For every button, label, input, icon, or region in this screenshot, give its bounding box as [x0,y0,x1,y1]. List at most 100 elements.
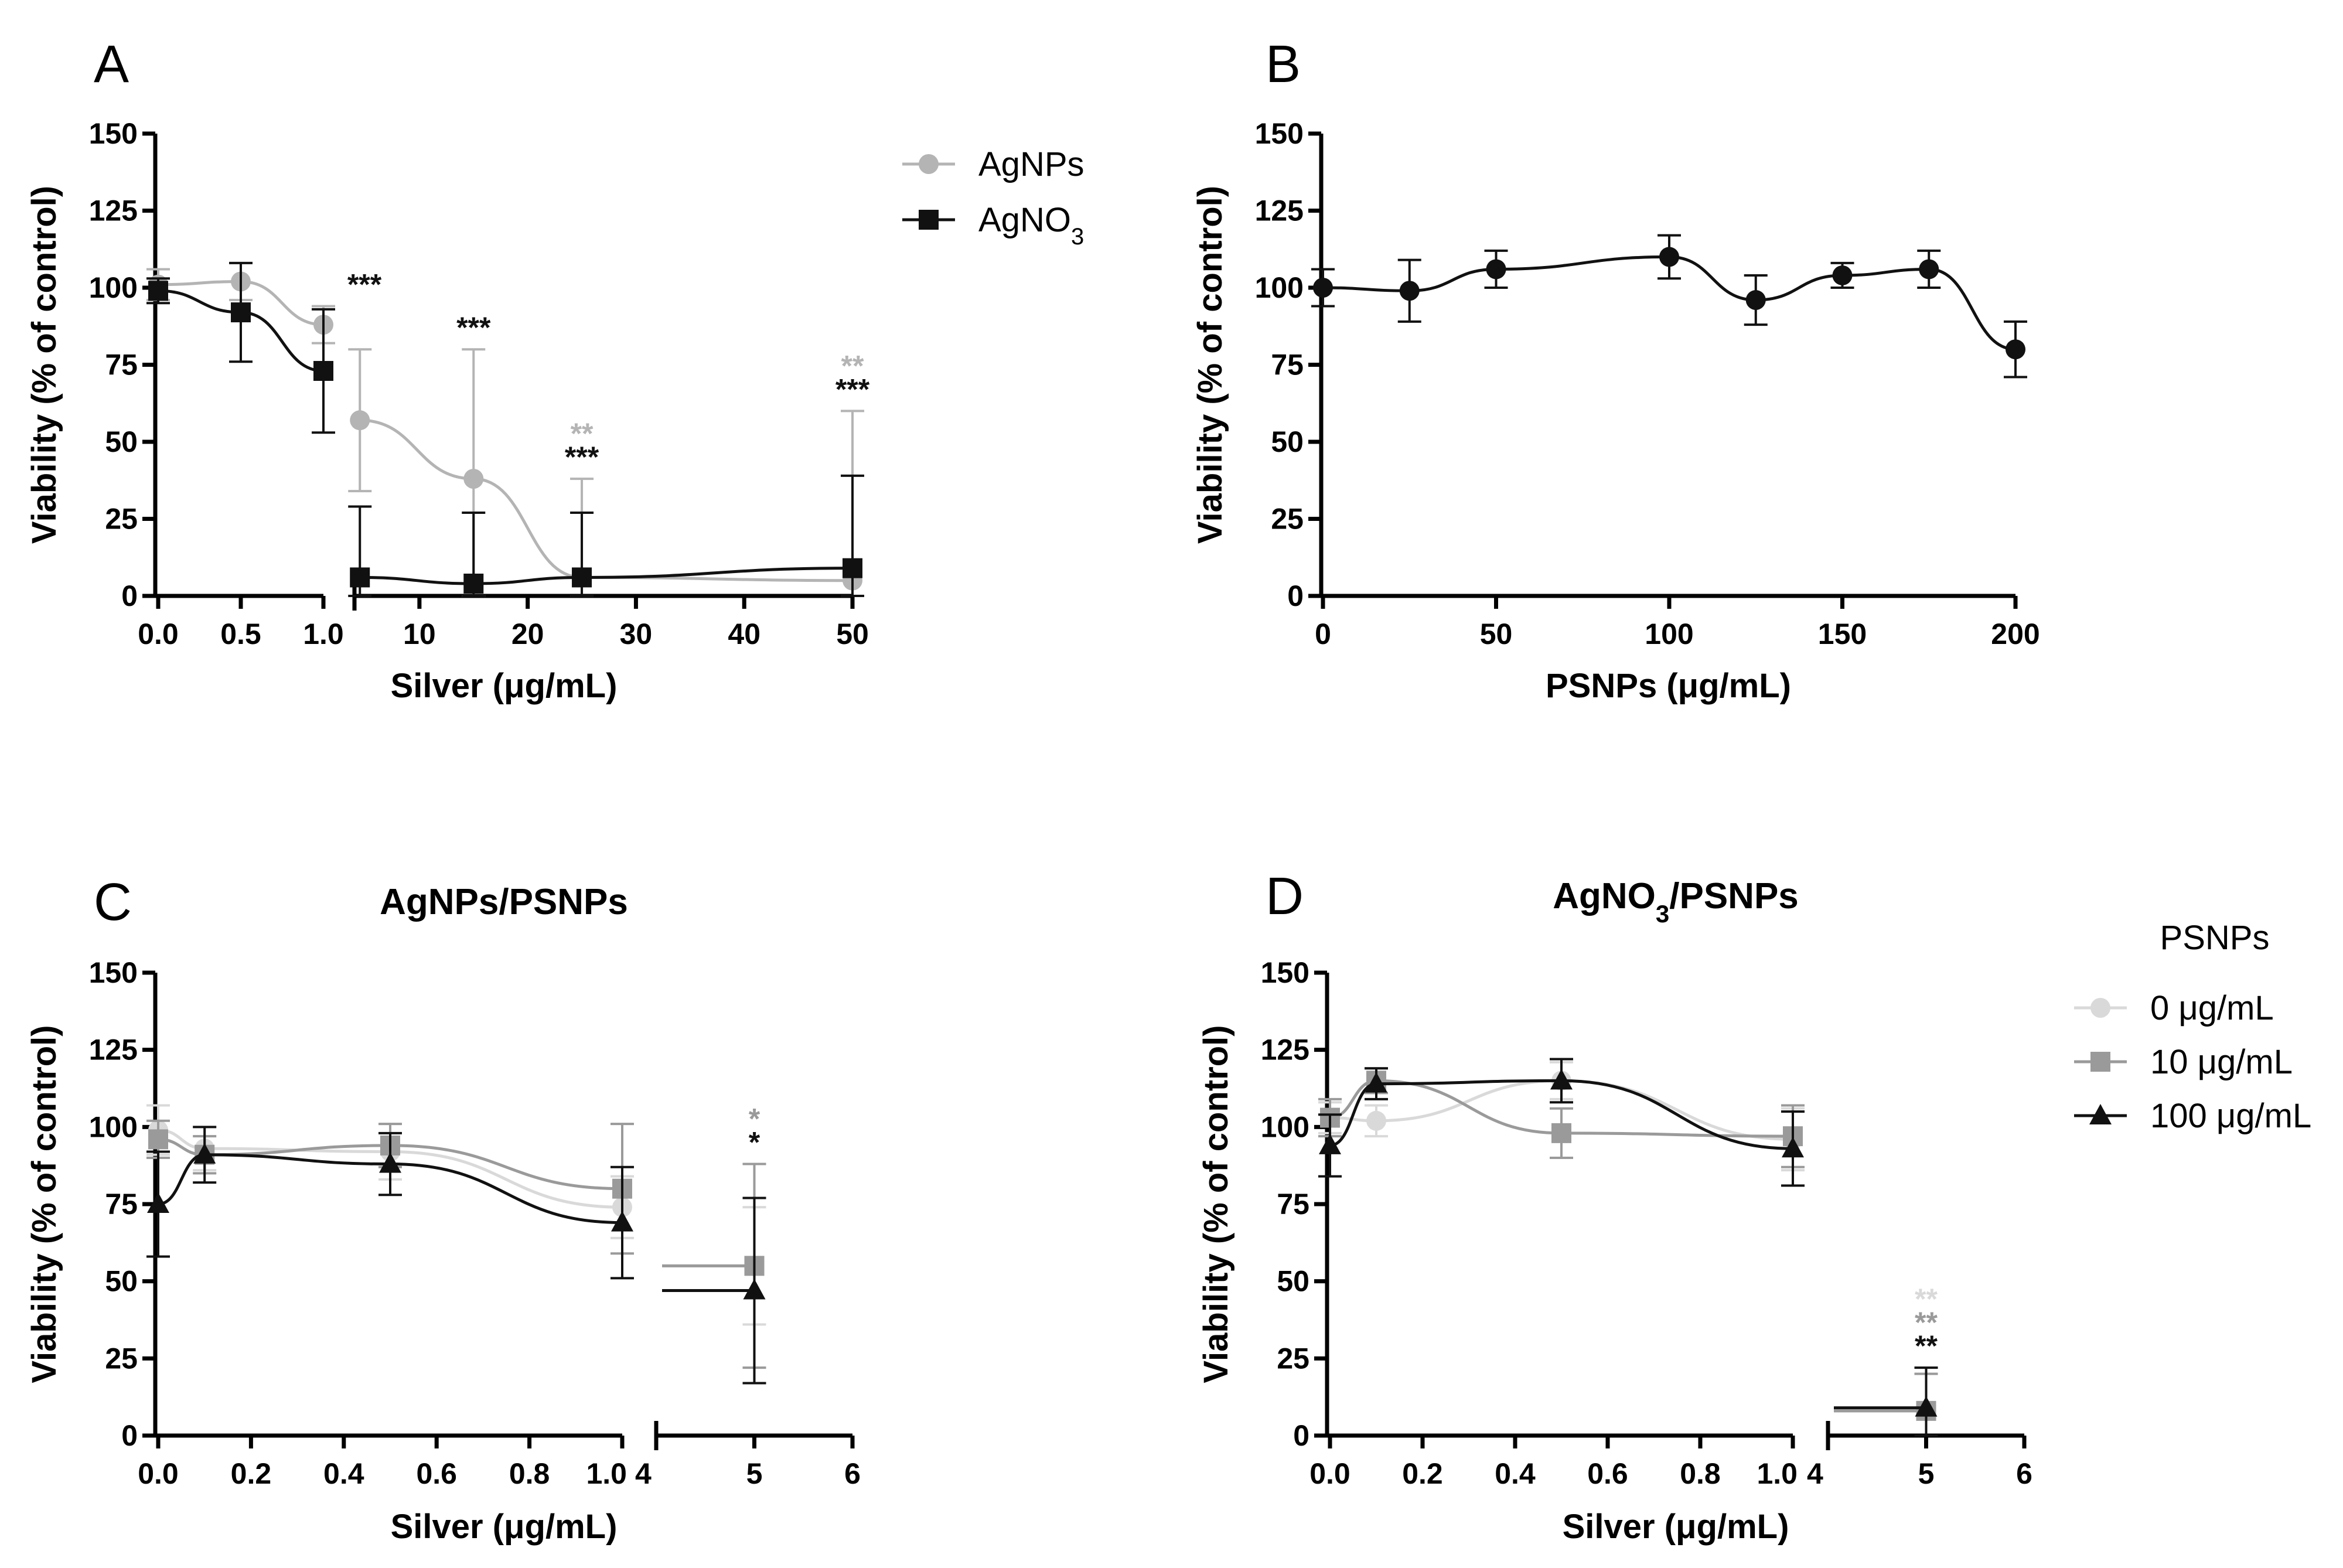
panel-c-y-label: Viability (% of control) [25,1025,63,1383]
panel-b-ytick-label: 150 [1255,117,1304,150]
panel-d-x-label-part: Silver ( [1563,1508,1676,1546]
panel-c-data-point [743,1279,766,1300]
panel-d-y-axis [1314,970,1329,1438]
panel-d-xtick-label: 5 [1918,1457,1935,1490]
panel-d-ytick-label: 150 [1261,956,1309,989]
panel-a-x-label-part: Silver ( [391,667,504,705]
panel-d-legend-label: 100 μg/mL [2150,1097,2311,1135]
panel-a-letter: A [94,35,129,94]
panel-a-fit-line [360,418,853,582]
panel-a-y-axis [142,131,158,598]
panel-d-ytick-label: 25 [1277,1342,1309,1375]
panel-a-series-1 [146,261,864,597]
panel-c-series-2 [146,1126,766,1385]
panel-c-ytick-label: 75 [105,1188,138,1221]
panel-d-title-part: AgNO [1553,876,1656,916]
panel-c-significance-marker: * [749,1103,760,1136]
panel-c-letter: C [94,873,132,932]
panel-a-legend-marker [919,154,939,174]
panel-d-legend: PSNPs 0 μg/mL 10 μg/mL 100 μg/mL [2074,919,2311,1135]
panel-a-xtick-label: 50 [836,618,869,650]
panel-a-ytick-label: 25 [105,503,138,536]
panel-a-xtick-label: 0.0 [138,618,179,650]
panel-d-data-point [1915,1396,1938,1417]
panel-a-legend: AgNPs AgNO3 [902,145,1084,250]
panel-d-ytick-label: 0 [1293,1419,1309,1452]
panel-a-data-point [148,281,168,301]
panel-c-data-point [147,1192,169,1213]
panel-d-xtick-label: 0.0 [1309,1457,1350,1490]
panel-c-series-1 [146,1119,766,1369]
panel-c-ytick-label: 25 [105,1342,138,1375]
panel-d-series-2 [1318,1058,1938,1437]
panel-a-legend-item: AgNO3 [902,201,1084,250]
panel-b-y-label: Viability (% of control) [1191,186,1229,544]
panel-a-xtick-label: 30 [620,618,653,650]
panel-d-legend-label-text: 100 μg/mL [2150,1097,2311,1135]
panel-d-title-part: /PSNPs [1669,876,1799,916]
panel-d-ytick-label: 50 [1277,1265,1309,1298]
panel-d-legend-item: 10 μg/mL [2074,1043,2293,1081]
panel-c-data-point [379,1152,401,1173]
panel-b-series-0 [1311,234,2027,379]
panel-a-x-label-part: μg/mL) [504,667,617,705]
panel-d-data-point [1365,1072,1387,1093]
panel-d-series-1 [1318,1067,1938,1437]
panel-c-xtick-label: 1.0 [586,1457,627,1490]
panel-d-xtick-label: 0.8 [1680,1457,1721,1490]
panel-c-xtick-label: 0.8 [509,1457,550,1490]
panel-d-legend-label: 10 μg/mL [2150,1043,2293,1081]
panel-d-x-axis-segment [1327,1433,1795,1448]
panel-a-ytick-label: 125 [89,195,138,227]
panel-d-legend-label-text: 10 μg/mL [2150,1043,2293,1081]
panel-c-xtick-label: 4 [635,1457,652,1490]
panel-d-significance-marker: ** [1915,1306,1938,1339]
panel-a-xtick-label: 20 [511,618,544,650]
panel-c: C AgNPs/PSNPs 0 25 50 75 100 125 150 Viability (%… [25,873,861,1546]
panel-c-data-point [193,1143,216,1164]
panel-d-data-point [1366,1110,1386,1131]
panel-a-ytick-label: 150 [89,117,138,150]
panel-b-xtick-label: 50 [1480,618,1513,650]
panel-c-xtick-label: 0.4 [323,1457,364,1490]
panel-a-xtick-label: 1.0 [303,618,344,650]
panel-a-data-point [231,302,251,323]
panel-c-xtick-label: 0.2 [231,1457,272,1490]
panel-c-ytick-label: 150 [89,956,138,989]
panel-b-data-point [2006,339,2025,360]
panel-b-y-axis [1308,131,1324,598]
panel-d-xtick-label: 0.2 [1402,1457,1443,1490]
panel-d-data-point [1551,1123,1571,1143]
panel-a-x-label: Silver (μg/mL) [391,667,618,705]
panel-d-xtick-label: 0.6 [1587,1457,1628,1490]
panel-a-legend-label: AgNPs [978,145,1084,183]
panel-a-significance-marker: *** [565,441,599,473]
panel-a-significance-marker: *** [456,311,491,344]
panel-c-fit-line [158,1153,623,1225]
panel-b-ytick-label: 25 [1271,503,1304,536]
panel-b-data-point [1399,281,1420,301]
panel-b-data-point [1919,259,1939,279]
panel-d-legend-title: PSNPs [2160,919,2270,957]
panel-d-data-point [1782,1137,1804,1158]
panel-c-fit-line [158,1137,623,1191]
panel-a-xtick-label: 40 [728,618,760,650]
panel-b-xtick-label: 150 [1818,618,1867,650]
panel-d-xtick-label: 1.0 [1757,1457,1798,1490]
panel-d-data-point [1550,1069,1573,1090]
panel-d-significance-marker: ** [1915,1330,1938,1362]
panel-a-data-point [463,573,484,594]
panel-a-x-axis-segment [155,594,326,609]
panel-a-data-point [350,410,370,431]
panel-c-ytick-label: 50 [105,1265,138,1298]
panel-d-fit-line [1329,1079,1793,1138]
panel-a-ytick-label: 100 [89,271,138,304]
panel-d-data-point [1319,1133,1341,1154]
panel-c-data-point [611,1211,633,1232]
panel-b-ytick-label: 50 [1271,425,1304,458]
panel-d-legend-marker [2089,1104,2112,1124]
panel-b-x-axis-segment [1321,594,2018,609]
panel-a-data-point [350,567,370,588]
panel-c-x-axis-segment [155,1433,625,1448]
